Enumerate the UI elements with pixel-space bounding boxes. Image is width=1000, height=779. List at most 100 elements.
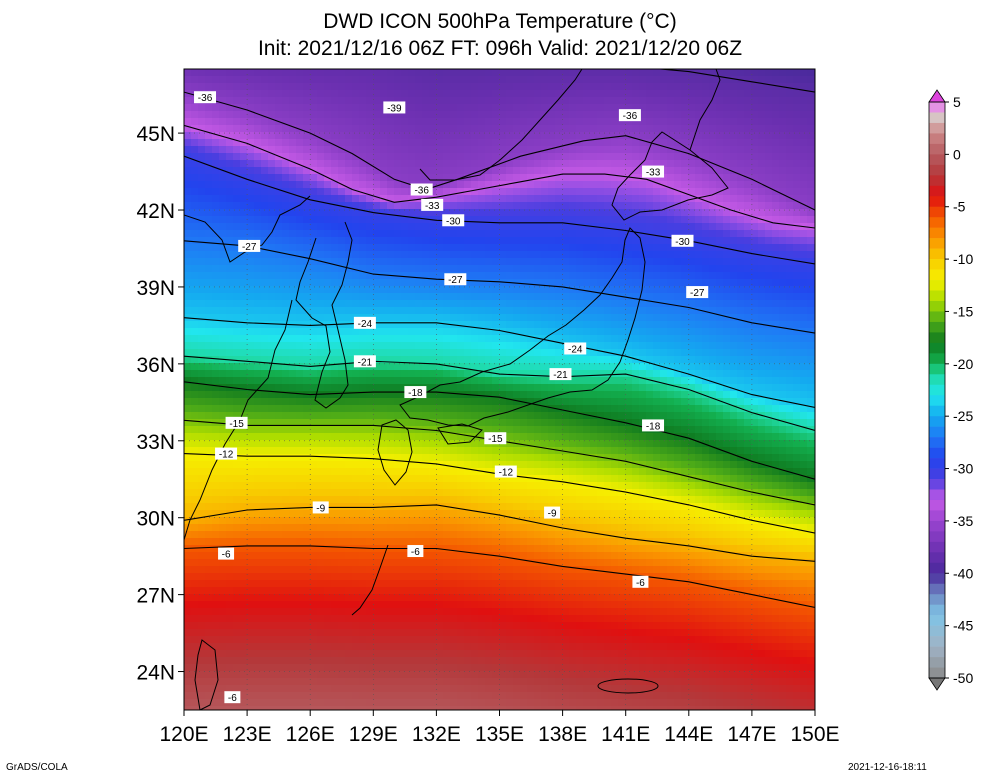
field-cell — [492, 167, 500, 175]
field-cell — [338, 699, 346, 707]
field-cell — [331, 608, 339, 616]
field-cell — [261, 174, 269, 182]
field-cell — [198, 237, 206, 245]
field-cell — [331, 468, 339, 476]
field-cell — [506, 328, 514, 336]
field-cell — [450, 202, 458, 210]
field-cell — [289, 83, 297, 91]
field-cell — [478, 272, 486, 280]
field-cell — [548, 76, 556, 84]
field-cell — [226, 97, 234, 105]
field-cell — [534, 216, 542, 224]
field-cell — [548, 398, 556, 406]
field-cell — [282, 258, 290, 266]
field-cell — [317, 545, 325, 553]
field-cell — [219, 104, 227, 112]
field-cell — [212, 545, 220, 553]
field-cell — [310, 552, 318, 560]
field-cell — [499, 671, 507, 679]
field-cell — [303, 328, 311, 336]
field-cell — [226, 216, 234, 224]
field-cell — [506, 433, 514, 441]
field-cell — [317, 279, 325, 287]
field-cell — [198, 524, 206, 532]
field-cell — [191, 237, 199, 245]
field-cell — [408, 615, 416, 623]
field-cell — [520, 202, 528, 210]
field-cell — [548, 454, 556, 462]
field-cell — [366, 349, 374, 357]
field-cell — [534, 293, 542, 301]
field-cell — [513, 167, 521, 175]
field-cell — [471, 321, 479, 329]
field-cell — [247, 314, 255, 322]
field-cell — [331, 146, 339, 154]
field-cell — [506, 454, 514, 462]
field-cell — [198, 629, 206, 637]
field-cell — [324, 216, 332, 224]
field-cell — [387, 538, 395, 546]
field-cell — [471, 132, 479, 140]
field-cell — [184, 692, 192, 700]
field-cell — [415, 692, 423, 700]
field-cell — [261, 139, 269, 147]
field-cell — [233, 426, 241, 434]
field-cell — [324, 342, 332, 350]
field-cell — [380, 538, 388, 546]
field-cell — [499, 678, 507, 686]
field-cell — [310, 76, 318, 84]
field-cell — [191, 153, 199, 161]
field-cell — [205, 384, 213, 392]
field-cell — [254, 419, 262, 427]
field-cell — [205, 342, 213, 350]
field-cell — [422, 90, 430, 98]
field-cell — [289, 517, 297, 525]
field-cell — [527, 566, 535, 574]
field-cell — [275, 342, 283, 350]
field-cell — [513, 293, 521, 301]
field-cell — [513, 531, 521, 539]
field-cell — [534, 209, 542, 217]
field-cell — [401, 300, 409, 308]
field-cell — [212, 160, 220, 168]
field-cell — [394, 216, 402, 224]
field-cell — [268, 496, 276, 504]
field-cell — [226, 657, 234, 665]
field-cell — [394, 244, 402, 252]
field-cell — [191, 195, 199, 203]
field-cell — [282, 657, 290, 665]
field-cell — [429, 377, 437, 385]
field-cell — [296, 657, 304, 665]
field-cell — [324, 566, 332, 574]
field-cell — [268, 657, 276, 665]
field-cell — [191, 167, 199, 175]
field-cell — [296, 265, 304, 273]
field-cell — [359, 272, 367, 280]
field-cell — [555, 118, 563, 126]
field-cell — [380, 279, 388, 287]
field-cell — [338, 111, 346, 119]
field-cell — [436, 314, 444, 322]
field-cell — [408, 405, 416, 413]
field-cell — [380, 83, 388, 91]
field-cell — [527, 300, 535, 308]
field-cell — [219, 160, 227, 168]
field-cell — [485, 111, 493, 119]
field-cell — [331, 118, 339, 126]
field-cell — [268, 503, 276, 511]
field-cell — [387, 412, 395, 420]
field-cell — [233, 377, 241, 385]
field-cell — [282, 615, 290, 623]
field-cell — [254, 279, 262, 287]
field-cell — [541, 349, 549, 357]
field-cell — [450, 223, 458, 231]
field-cell — [205, 461, 213, 469]
field-cell — [464, 468, 472, 476]
field-cell — [471, 90, 479, 98]
field-cell — [289, 685, 297, 693]
field-cell — [254, 181, 262, 189]
field-cell — [324, 293, 332, 301]
field-cell — [534, 195, 542, 203]
field-cell — [527, 230, 535, 238]
field-cell — [506, 503, 514, 511]
